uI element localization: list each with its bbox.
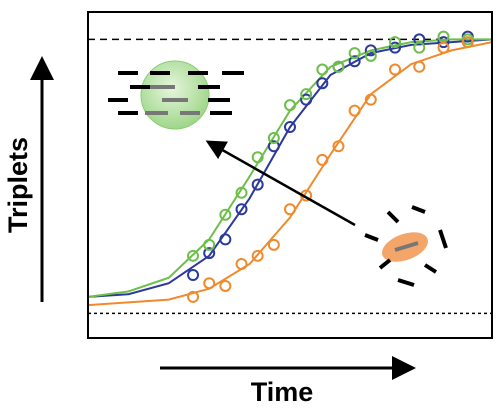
data-point: [348, 104, 361, 117]
data-point: [284, 203, 296, 216]
data-point: [413, 41, 426, 54]
data-point: [203, 277, 216, 290]
data-point: [251, 178, 264, 191]
data-point: [364, 49, 377, 62]
data-point: [267, 132, 280, 145]
data-point: [332, 60, 345, 73]
data-point: [219, 208, 232, 221]
data-point: [348, 55, 361, 68]
data-point: [300, 88, 313, 101]
data-point: [316, 153, 329, 166]
data-point: [413, 33, 426, 46]
data-point: [219, 279, 232, 292]
plot-area: [87, 30, 493, 315]
data-point: [267, 140, 280, 153]
plot-frame: [87, 11, 493, 339]
data-point: [203, 247, 216, 260]
data-point: [413, 60, 426, 73]
x-axis-label: Time: [251, 377, 314, 407]
data-point: [251, 151, 264, 164]
data-point: [187, 268, 200, 281]
data-point: [364, 44, 377, 57]
data-point: [316, 63, 329, 76]
data-point: [284, 99, 296, 112]
fit-line: [87, 38, 493, 298]
data-point: [300, 93, 313, 106]
y-axis-label: Triplets: [3, 137, 33, 233]
data-point: [187, 249, 200, 262]
transition-arrow: [205, 140, 356, 227]
data-point: [219, 233, 232, 246]
data-point: [267, 238, 280, 251]
data-point: [203, 238, 216, 251]
data-point: [348, 47, 361, 60]
data-point: [251, 249, 264, 262]
data-point: [437, 36, 450, 49]
data-point: [284, 121, 296, 134]
monomer-illustration: [364, 205, 448, 287]
fit-line: [87, 41, 493, 307]
data-point: [461, 36, 474, 49]
data-point: [235, 203, 248, 216]
data-point: [389, 63, 402, 76]
data-point: [332, 140, 345, 153]
data-point: [235, 186, 248, 199]
data-point: [364, 93, 377, 106]
data-point: [235, 258, 248, 271]
data-point: [187, 290, 200, 303]
data-point: [316, 77, 329, 90]
data-point: [437, 41, 450, 54]
data-point: [389, 36, 402, 49]
data-point: [389, 41, 402, 54]
aggregate-illustration: [108, 60, 244, 130]
